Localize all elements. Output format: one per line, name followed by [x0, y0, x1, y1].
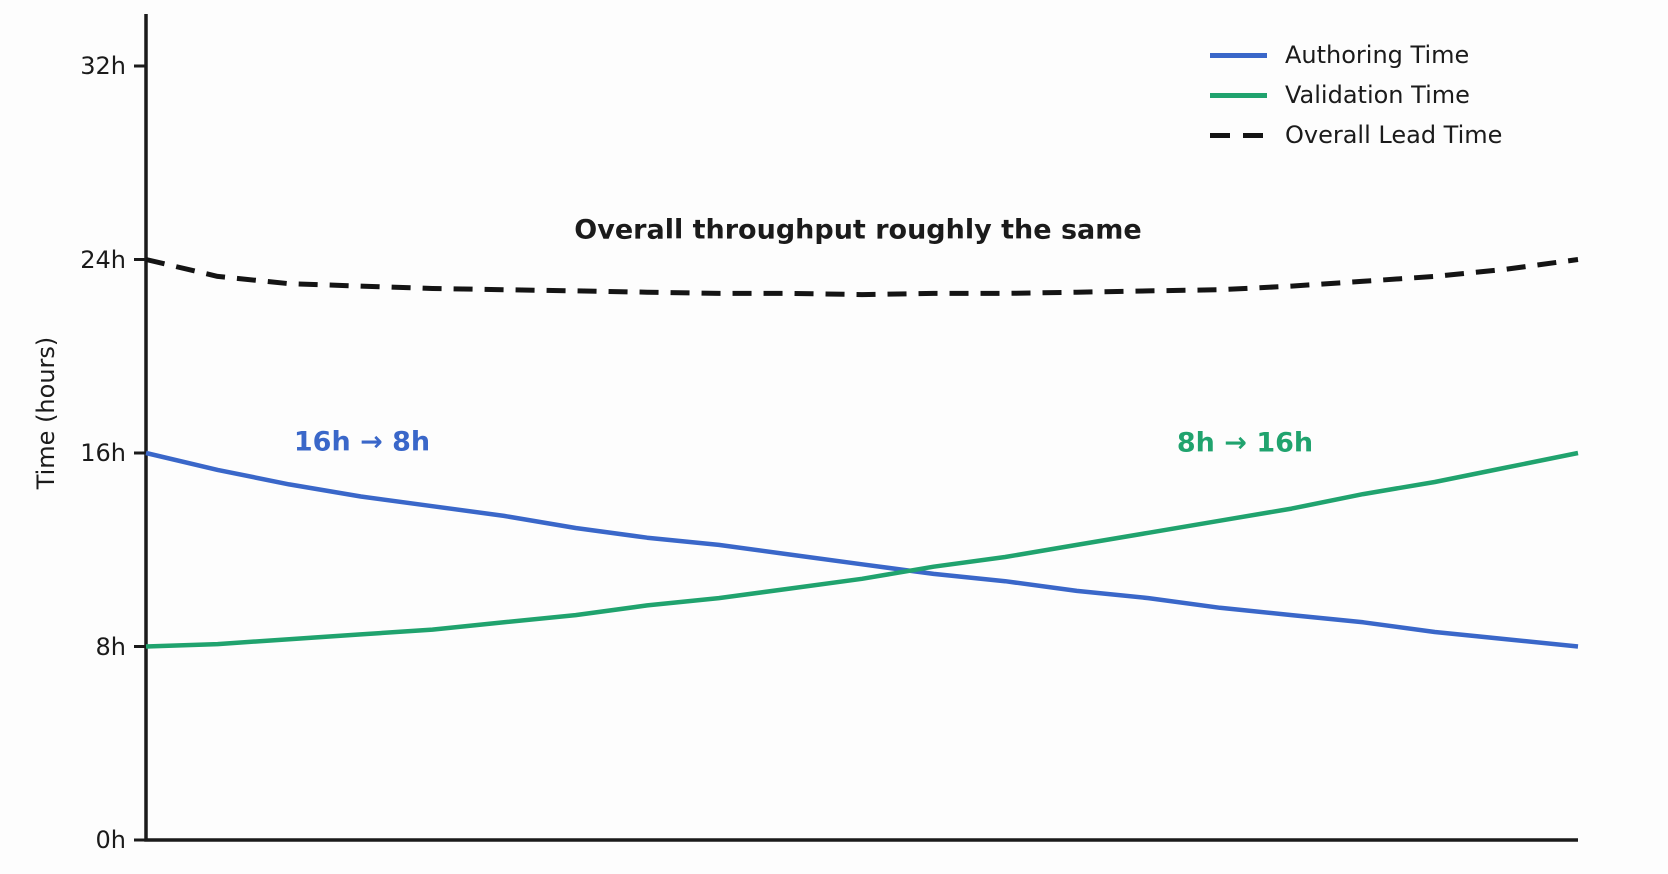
annotation-throughput-note: Overall throughput roughly the same — [574, 214, 1142, 246]
legend-item-authoring-time: Authoring Time — [1210, 35, 1502, 75]
y-tick-label-16h: 16h — [80, 439, 126, 467]
validation-time-line — [145, 450, 1579, 649]
y-tick-label-24h: 24h — [80, 245, 126, 274]
y-tick-label-8h: 8h — [95, 632, 126, 661]
legend-label-overall: Overall Lead Time — [1285, 121, 1503, 149]
overall-lead-time-line — [145, 257, 1579, 298]
annotation-validation-change: 8h → 16h — [1176, 427, 1314, 459]
legend-line-sample-validation — [1210, 92, 1267, 98]
legend: Authoring Time Validation Time Overall L… — [1210, 35, 1502, 155]
legend-line-sample-overall — [1210, 132, 1267, 138]
legend-item-overall-lead-time: Overall Lead Time — [1210, 115, 1502, 155]
annotation-authoring-change: 16h → 8h — [293, 426, 431, 458]
legend-item-validation-time: Validation Time — [1210, 75, 1502, 115]
legend-label-authoring: Authoring Time — [1285, 41, 1470, 69]
legend-line-sample-authoring — [1210, 52, 1267, 58]
y-tick-label-32h: 32h — [80, 52, 126, 80]
legend-label-validation: Validation Time — [1285, 81, 1470, 109]
y-tick-label-0h: 0h — [95, 826, 126, 854]
authoring-time-line — [145, 450, 1579, 649]
